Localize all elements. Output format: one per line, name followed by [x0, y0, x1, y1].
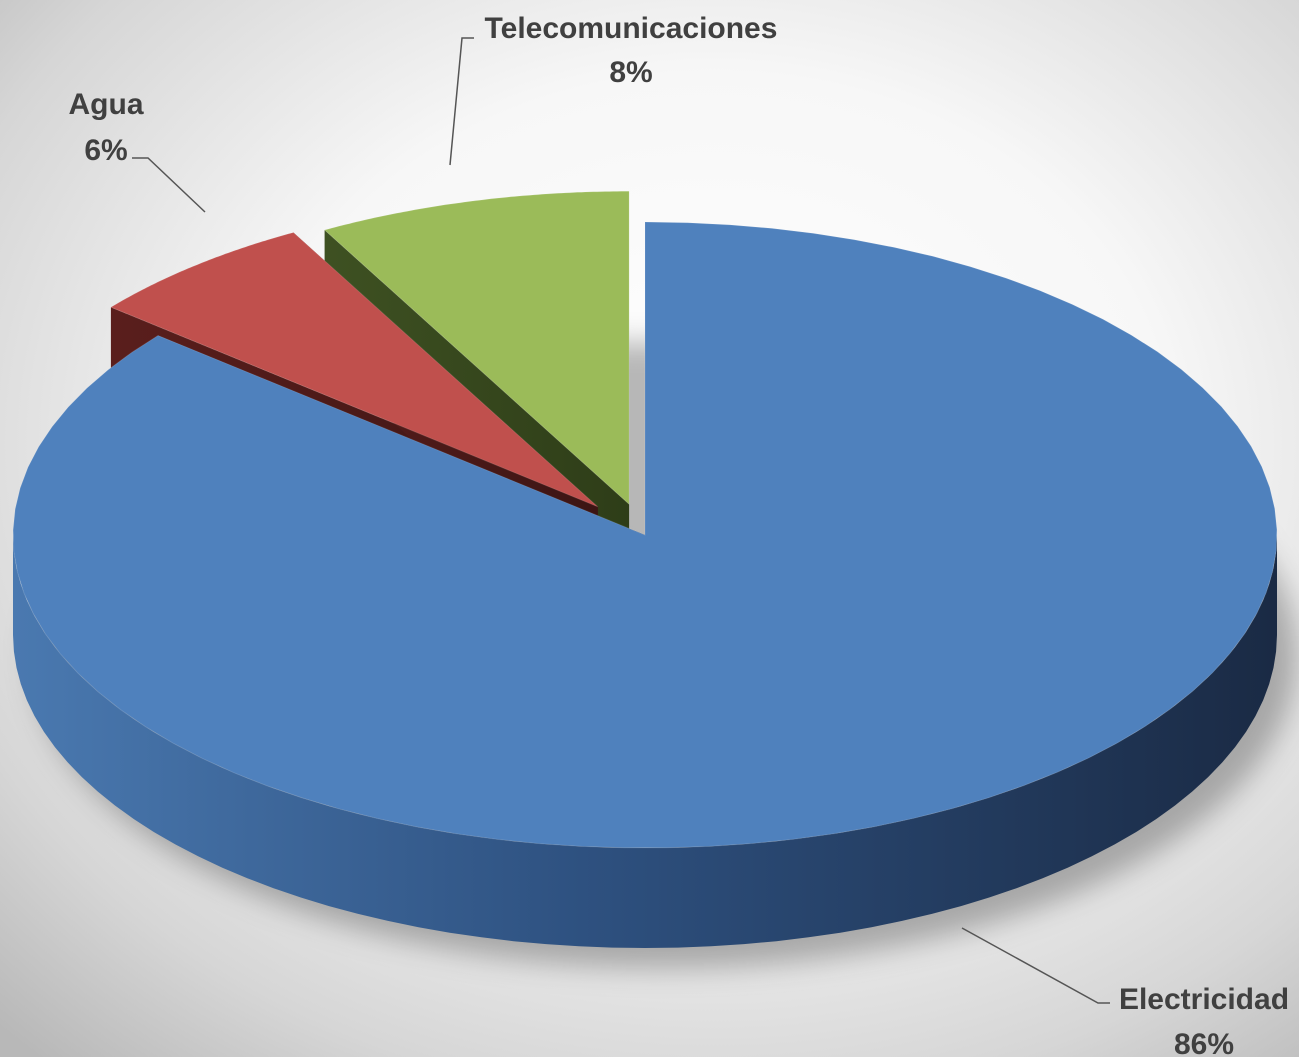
leader-line-telecomunicaciones: [449, 37, 474, 166]
leader-line-electricidad: [961, 927, 1110, 1004]
label-telecomunicaciones-percent: 8%: [609, 56, 652, 89]
slice-telecomunicaciones: [323, 190, 630, 506]
slice-electricidad: [12, 221, 1278, 849]
slice-electricidad-rim: [13, 535, 1277, 948]
label-agua-category: Agua: [69, 88, 144, 121]
label-telecomunicaciones-category: Telecomunicaciones: [485, 12, 778, 45]
label-electricidad-category: Electricidad: [1119, 983, 1289, 1016]
leader-line-agua: [132, 157, 206, 213]
label-agua-percent: 6%: [84, 134, 127, 167]
label-electricidad-percent: 86%: [1174, 1028, 1234, 1057]
slice-agua: [109, 231, 599, 508]
